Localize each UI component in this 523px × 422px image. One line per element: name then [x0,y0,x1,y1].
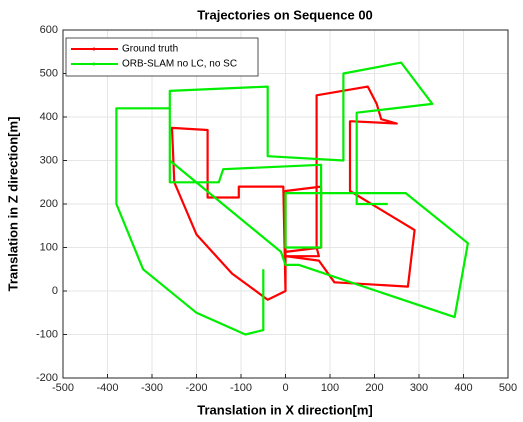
x-axis-label: Translation in X direction[m] [197,402,373,417]
y-tick-label: -100 [36,328,58,340]
x-tick-label: 0 [282,382,288,394]
x-tick-label: -100 [230,382,252,394]
y-tick-label: -200 [36,372,58,384]
y-tick-label: 300 [40,154,58,166]
legend-marker [92,47,96,51]
x-tick-label: 300 [410,382,428,394]
x-tick-label: 200 [365,382,383,394]
y-tick-label: 500 [40,67,58,79]
trajectory-line [115,61,469,336]
chart-title: Trajectories on Sequence 00 [197,7,373,22]
plot-frame [62,29,509,379]
y-tick-label: 0 [52,285,58,297]
y-tick-label: 400 [40,111,58,123]
y-tick-label: 600 [40,24,58,36]
y-tick-label: 200 [40,198,58,210]
x-tick-label: 400 [454,382,472,394]
x-tick-label: -300 [141,382,163,394]
x-tick-label: -400 [96,382,118,394]
x-tick-label: -200 [185,382,207,394]
trajectory-line [170,85,416,301]
legend-marker [92,62,96,66]
x-tick-label: -500 [52,382,74,394]
y-tick-label: 100 [40,241,58,253]
legend-label: Ground truth [122,44,178,55]
x-tick-label: 100 [321,382,339,394]
x-tick-label: 500 [499,382,517,394]
legend-box [65,37,259,77]
legend-label: ORB-SLAM no LC, no SC [122,59,237,70]
y-axis-label: Translation in Z direction[m] [5,117,20,292]
